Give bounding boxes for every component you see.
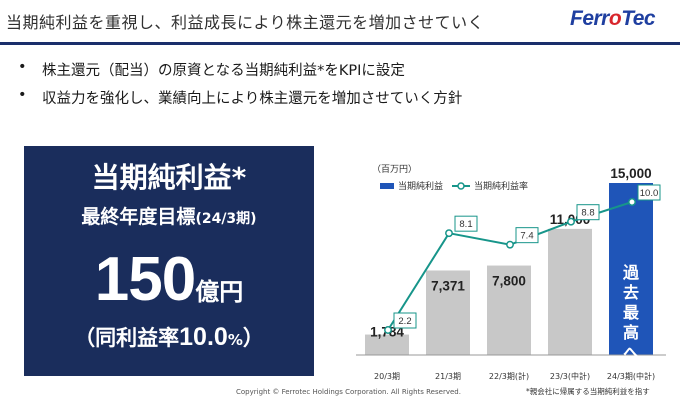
bullet-item: • 収益力を強化し、業績向上により株主還元を増加させていく方針: [18, 87, 462, 115]
legend-line-marker: [457, 182, 465, 190]
category-label-3: 23/3(中計): [550, 371, 590, 381]
margin-point-4: [628, 198, 636, 206]
bar-value-label-4: 15,000: [610, 166, 651, 181]
bar-4: [609, 183, 653, 355]
legend-bar-label: 当期純利益: [398, 180, 443, 192]
copyright: Copyright © Ferrotec Holdings Corporatio…: [236, 388, 461, 396]
margin-label-2: 7.4: [520, 231, 533, 242]
kpi-value-unit: 億円: [195, 278, 244, 306]
kpi-period: (24/3期): [195, 211, 257, 227]
kpi-margin-value: 10.0: [179, 323, 228, 351]
page-title: 当期純利益を重視し、利益成長により株主還元を増加させていく: [6, 13, 485, 32]
margin-label-box-1: [454, 215, 478, 232]
category-label-4: 24/3期(中計): [607, 371, 655, 381]
highlight-char-2: 最: [623, 303, 640, 322]
category-label-2: 22/3期(計): [489, 371, 529, 381]
company-logo: FerroTec: [570, 7, 656, 31]
bar-2: [487, 265, 531, 355]
bullet-text: 収益力を強化し、業績向上により株主還元を増加させていく方針: [42, 91, 463, 107]
margin-label-box-3: [576, 204, 600, 221]
footnote: *親会社に帰属する当期純利益を指す: [526, 387, 650, 396]
kpi-subtitle: 最終年度目標(24/3期): [24, 202, 314, 229]
kpi-value-number: 150: [94, 245, 196, 314]
bullet-dot: •: [18, 87, 27, 103]
logo-text-o: o: [608, 7, 622, 30]
bar-0: [365, 334, 409, 355]
kpi-title: 当期純利益*: [91, 161, 247, 194]
margin-label-box-2: [515, 227, 539, 244]
margin-label-4: 10.0: [640, 188, 659, 199]
kpi-margin-close: ）: [242, 326, 264, 350]
margin-label-0: 2.2: [398, 316, 411, 327]
margin-label-3: 8.8: [581, 208, 594, 219]
kpi-margin-open: （同利益率: [74, 326, 180, 350]
kpi-panel: 当期純利益* 最終年度目標(24/3期) 150億円 （同利益率10.0%）: [24, 146, 314, 376]
margin-point-1: [445, 229, 453, 238]
header-divider: [0, 42, 680, 45]
kpi-margin-pct: %: [227, 331, 243, 349]
highlight-char-3: 高: [623, 323, 639, 342]
category-label-1: 21/3期: [435, 372, 461, 381]
kpi-value: 150億円: [24, 244, 314, 315]
logo-text-suffix: Tec: [621, 7, 656, 30]
margin-label-1: 8.1: [459, 219, 472, 230]
bar-value-label-2: 7,800: [492, 274, 526, 289]
bullet-dot: •: [18, 59, 27, 75]
unit-label: （百万円）: [372, 164, 417, 175]
legend-bar-swatch: [380, 183, 394, 189]
logo-text-prefix: Ferr: [570, 7, 609, 30]
bullet-list: • 株主還元（配当）の原資となる当期純利益*をKPIに設定 • 収益力を強化し、業績…: [18, 59, 462, 115]
highlight-char-1: 去: [623, 283, 639, 302]
margin-point-0: [384, 326, 392, 334]
kpi-subtitle-text: 最終年度目標: [81, 206, 196, 228]
highlight-char-4: へ: [623, 343, 639, 362]
margin-point-2: [506, 240, 514, 249]
profit-chart: （百万円）当期純利益当期純利益率1,7847,3717,80011,00015,…: [356, 164, 666, 381]
bar-value-label-1: 7,371: [431, 278, 465, 293]
margin-label-box-0: [393, 312, 417, 329]
kpi-margin: （同利益率10.0%）: [24, 322, 314, 352]
bullet-item: • 株主還元（配当）の原資となる当期純利益*をKPIに設定: [18, 59, 462, 87]
margin-point-3: [567, 217, 575, 226]
category-label-0: 20/3期: [374, 372, 400, 381]
margin-label-box-4: [637, 184, 661, 201]
highlight-char-0: 過: [622, 263, 640, 282]
legend-line-label: 当期純利益率: [474, 180, 528, 192]
bar-1: [426, 270, 470, 355]
bar-3: [548, 228, 592, 355]
bullet-text: 株主還元（配当）の原資となる当期純利益*をKPIに設定: [42, 63, 405, 79]
